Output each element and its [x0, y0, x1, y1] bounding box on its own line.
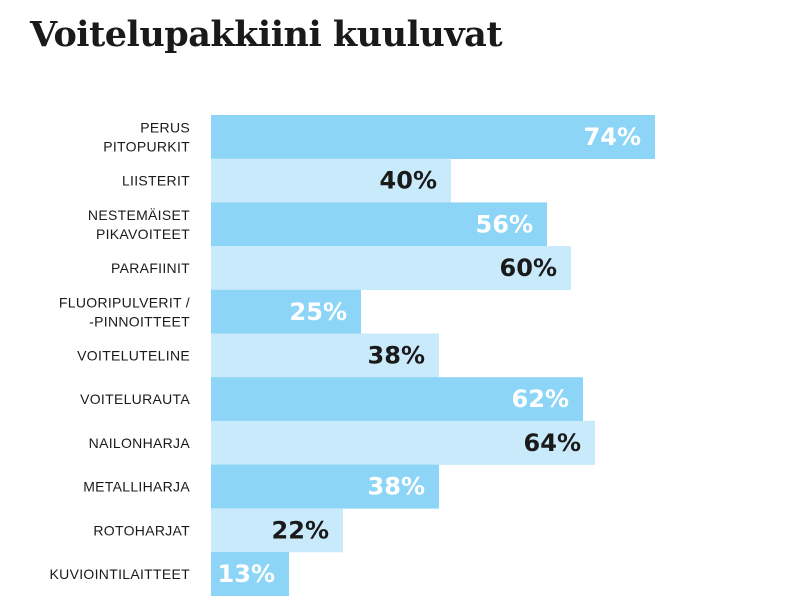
bar-value-label-8: 64%	[524, 429, 581, 457]
category-label-1: PERUS PITOPURKIT	[103, 120, 190, 155]
bar-value-label-1: 74%	[584, 123, 641, 151]
bar-3	[211, 202, 547, 247]
bar-value-label-10: 22%	[272, 516, 329, 544]
chart-title: Voitelupakkiini kuuluvat	[30, 14, 503, 55]
bar-10	[211, 508, 343, 553]
bar-value-label-6: 38%	[368, 342, 425, 370]
bar-7	[211, 377, 583, 422]
bar-value-label-9: 38%	[368, 473, 425, 501]
category-label-11: KUVIOINTILAITTEET	[50, 566, 191, 582]
category-label-3: NESTEMÄISET PIKAVOITEET	[88, 207, 190, 242]
bar-8	[211, 420, 595, 465]
category-label-6: VOITELUTELINE	[77, 348, 190, 364]
category-label-5: FLUORIPULVERIT / -PINNOITTEET	[59, 294, 190, 329]
category-label-7: VOITELURAUTA	[80, 391, 190, 407]
category-label-4: PARAFIINIT	[111, 260, 190, 276]
bar-value-label-4: 60%	[500, 254, 557, 282]
bar-value-label-2: 40%	[380, 167, 437, 195]
category-label-10: ROTOHARJAT	[93, 522, 190, 538]
bar-9	[211, 464, 439, 509]
bar-value-label-5: 25%	[290, 298, 347, 326]
category-label-2: LIISTERIT	[122, 173, 190, 189]
bar-2	[211, 158, 451, 203]
bar-value-label-11: 13%	[218, 560, 275, 588]
bar-5	[211, 289, 361, 334]
bar-4	[211, 246, 571, 291]
bar-6	[211, 333, 439, 378]
bar-11	[211, 552, 289, 596]
bar-value-label-7: 62%	[512, 385, 569, 413]
bar-1	[211, 115, 655, 159]
category-label-8: NAILONHARJA	[89, 435, 191, 451]
category-label-9: METALLIHARJA	[83, 479, 190, 495]
bar-value-label-3: 56%	[476, 210, 533, 238]
